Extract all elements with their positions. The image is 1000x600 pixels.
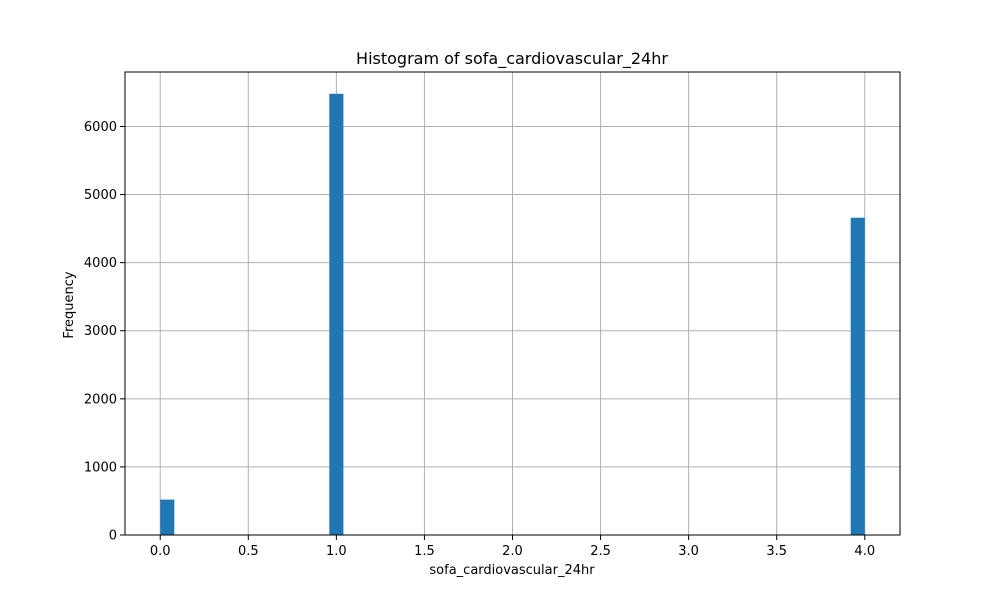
histogram-bar [850,217,865,536]
y-axis-label: Frequency [62,271,77,338]
x-tick-label: 3.5 [766,544,787,559]
x-axis-label: sofa_cardiovascular_24hr [429,563,595,578]
histogram-bars [160,93,865,536]
histogram-bar [329,93,344,535]
chart-title: Histogram of sofa_cardiovascular_24hr [356,49,668,69]
x-tick-label: 0.5 [238,544,259,559]
y-tick-label: 3000 [84,324,117,339]
y-tick-label: 6000 [84,120,117,135]
x-tick-label: 0.0 [150,544,171,559]
x-tick-label: 2.0 [502,544,523,559]
y-tick-label: 5000 [84,188,117,203]
x-tick-label: 4.0 [854,544,875,559]
x-tick-label: 3.0 [678,544,699,559]
x-axis-ticks: 0.0 0.5 1.0 1.5 2.0 2.5 3.0 3.5 4.0 [150,535,875,559]
grid-lines [125,72,900,536]
y-tick-label: 1000 [84,460,117,475]
y-axis-ticks: 0 1000 2000 3000 4000 5000 6000 [84,120,125,544]
histogram-bar [160,499,175,535]
x-tick-label: 1.0 [326,544,347,559]
y-tick-label: 0 [109,529,117,544]
x-tick-label: 1.5 [414,544,435,559]
y-tick-label: 2000 [84,392,117,407]
x-tick-label: 2.5 [590,544,611,559]
y-tick-label: 4000 [84,256,117,271]
